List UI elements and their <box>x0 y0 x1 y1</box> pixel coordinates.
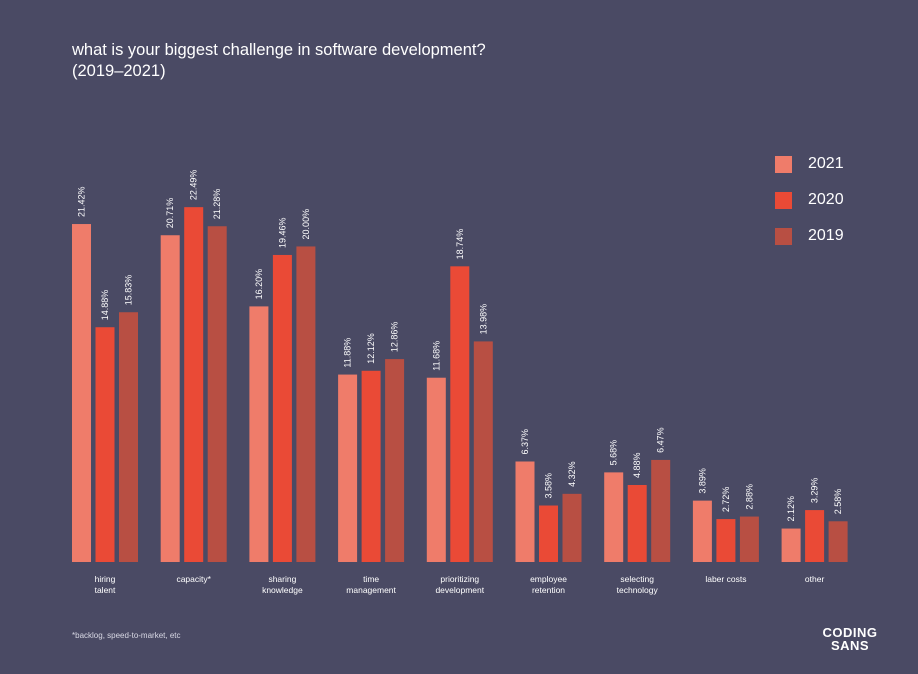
bar-2021-7 <box>692 500 712 562</box>
value-label-2020-1: 22.49% <box>189 170 199 201</box>
legend-swatch-2019 <box>775 227 792 245</box>
bar-2020-5 <box>539 505 558 562</box>
category-label-5: employee retention <box>530 574 567 595</box>
bar-2021-2 <box>249 306 269 562</box>
category-label-6: selecting technology <box>617 574 659 595</box>
bar-2019-6 <box>651 459 671 562</box>
category-label-7: laber costs <box>705 574 746 584</box>
value-label-2020-3: 12.12% <box>366 333 376 364</box>
bar-2021-4 <box>426 377 446 562</box>
legend-swatch-2021 <box>775 155 792 173</box>
value-label-2020-6: 4.88% <box>632 452 642 478</box>
category-label-3: time management <box>346 574 396 595</box>
bar-2020-6 <box>627 485 647 562</box>
bar-2020-2 <box>272 254 292 562</box>
value-label-2021-6: 5.68% <box>609 440 619 466</box>
bar-2019-7 <box>739 516 759 562</box>
value-label-2020-2: 19.46% <box>277 217 287 248</box>
bar-2019-1 <box>207 226 227 562</box>
bar-2019-0 <box>119 312 138 562</box>
value-label-2021-0: 21.42% <box>77 187 87 218</box>
logo-line-1: CODING <box>822 625 878 640</box>
legend-item-2019: 2019 <box>775 218 844 254</box>
bar-2019-5 <box>562 493 582 562</box>
value-label-2019-4: 13.98% <box>478 304 488 335</box>
value-label-2021-8: 2.12% <box>786 496 796 522</box>
value-label-2019-1: 21.28% <box>212 189 222 220</box>
value-label-2021-2: 16.20% <box>254 269 264 300</box>
legend: 2021 2020 2019 <box>775 146 844 254</box>
bar-2020-3 <box>361 370 381 562</box>
value-label-2021-4: 11.68% <box>431 341 441 371</box>
bar-2020-8 <box>805 510 825 562</box>
category-labels-group: hiring talent capacity* sharing knowledge tim… <box>95 574 825 595</box>
bar-2021-0 <box>72 224 91 563</box>
coding-sans-logo: CODING SANS <box>818 626 882 652</box>
value-label-2020-5: 3.58% <box>544 473 554 499</box>
legend-item-2020: 2020 <box>775 182 844 218</box>
category-label-2: sharing knowledge <box>262 574 303 595</box>
chart-title: what is your biggest challenge in softwa… <box>72 41 486 80</box>
bars-group <box>72 207 848 563</box>
category-label-0: hiring talent <box>95 574 116 595</box>
value-label-2019-8: 2.58% <box>833 489 843 515</box>
value-label-2020-7: 2.72% <box>721 487 731 513</box>
legend-label-2021: 2021 <box>808 155 844 172</box>
bar-2021-3 <box>338 374 358 562</box>
bar-2020-7 <box>716 519 736 562</box>
legend-label-2019: 2019 <box>808 227 844 244</box>
value-label-2020-0: 14.88% <box>100 290 110 321</box>
value-label-2019-0: 15.83% <box>123 275 133 306</box>
bar-2021-6 <box>604 472 624 562</box>
category-label-1: capacity* <box>176 574 211 584</box>
value-label-2020-4: 18.74% <box>455 229 465 260</box>
value-label-2020-8: 3.29% <box>810 478 820 504</box>
bar-2019-2 <box>296 246 316 562</box>
value-label-2021-7: 3.89% <box>697 468 707 494</box>
legend-item-2021: 2021 <box>775 146 844 182</box>
value-label-2019-2: 20.00% <box>301 209 311 240</box>
value-label-2019-5: 4.32% <box>567 461 577 487</box>
value-label-2019-7: 2.88% <box>744 484 754 510</box>
value-label-2021-5: 6.37% <box>520 429 530 455</box>
value-label-2019-3: 12.86% <box>390 322 400 353</box>
bar-2020-0 <box>95 327 115 562</box>
value-labels-group: 21.42% 14.88% 15.83% 20.71% 22.49% 21.28% 16.2… <box>77 170 844 522</box>
logo-line-2: SANS <box>830 638 870 653</box>
bar-2019-3 <box>385 359 405 562</box>
bar-2021-5 <box>515 461 535 562</box>
footnote: *backlog, speed-to-market, etc <box>72 631 181 640</box>
bar-2021-1 <box>160 235 180 562</box>
bar-2020-1 <box>184 207 204 562</box>
value-label-2019-6: 6.47% <box>656 427 666 453</box>
legend-label-2020: 2020 <box>808 191 844 208</box>
category-label-4: prioritizing development <box>435 574 484 595</box>
category-label-8: other <box>805 574 825 584</box>
value-label-2021-1: 20.71% <box>165 198 175 229</box>
value-label-2021-3: 11.88% <box>343 338 353 368</box>
bar-2021-8 <box>781 528 801 562</box>
bar-2019-8 <box>828 521 848 562</box>
bar-2019-4 <box>473 341 493 562</box>
bar-2020-4 <box>450 266 470 562</box>
legend-swatch-2020 <box>775 191 792 209</box>
